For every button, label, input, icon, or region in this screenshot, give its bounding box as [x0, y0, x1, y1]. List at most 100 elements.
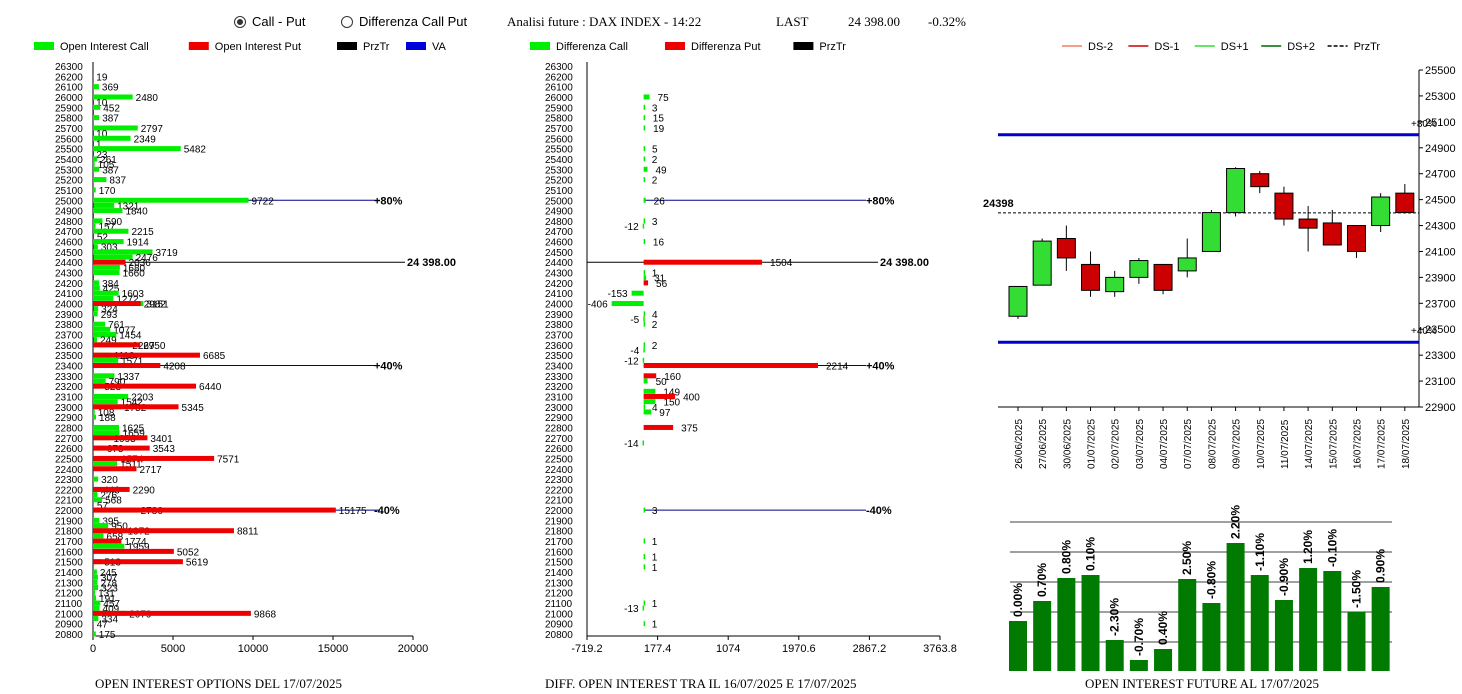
diff-call-value: 19	[653, 124, 665, 135]
future-oi-label: -0.80%	[1204, 561, 1218, 599]
oi-call-bar	[93, 295, 114, 301]
oi-x-tick-label: 15000	[318, 643, 349, 655]
future-y-tick-label: 23900	[1425, 272, 1456, 284]
oi-call-value: 1511	[120, 460, 142, 471]
oi-strike-label: 21500	[55, 558, 83, 569]
oi-call-value: 3719	[156, 248, 179, 259]
oi-call-value: 457	[103, 599, 120, 610]
future-oi-bar	[1057, 578, 1076, 671]
diff-strike-label: 20800	[545, 630, 573, 641]
future-legend-label: DS+2	[1287, 41, 1315, 53]
diff-put-value: 160	[664, 372, 681, 383]
diff-call-bar	[643, 156, 646, 162]
oi-strike-label: 24600	[55, 238, 83, 249]
diff-put-value: 375	[681, 423, 698, 434]
oi-strike-label: 20800	[55, 630, 83, 641]
diff-call-value: -14	[624, 439, 639, 450]
diff-strike-label: 23200	[545, 382, 573, 393]
oi-call-value: 1337	[117, 372, 140, 383]
radio-call-put[interactable]: Call - Put	[234, 14, 305, 29]
oi-strike-label: 24500	[55, 248, 83, 259]
oi-call-bar	[93, 285, 100, 291]
oi-put-value: 2717	[139, 465, 162, 476]
oi-put-bar	[93, 455, 215, 461]
oi-put-bar	[93, 233, 94, 239]
diff-strike-label: 26100	[545, 83, 573, 94]
oi-call-bar	[93, 228, 129, 234]
diff-strike-label: 21500	[545, 558, 573, 569]
oi-call-bar	[93, 115, 100, 121]
future-oi-bar	[1009, 621, 1027, 671]
oi-put-bar	[93, 610, 251, 616]
oi-put-value: 8811	[237, 527, 259, 538]
radio-differenza[interactable]: Differenza Call Put	[341, 14, 467, 29]
diff-strike-label: 20900	[545, 620, 573, 631]
oi-call-value: 790	[109, 377, 126, 388]
oi-ref-label: +80%	[374, 195, 403, 207]
oi-strike-label: 23700	[55, 331, 83, 342]
diff-call-bar	[643, 538, 646, 544]
oi-call-value: 276	[100, 491, 117, 502]
future-date-label: 07/07/2025	[1183, 419, 1194, 469]
future-date-label: 18/07/2025	[1401, 419, 1412, 469]
oi-call-bar	[93, 579, 98, 585]
oi-strike-label: 22500	[55, 454, 83, 465]
diff-strike-label: 25200	[545, 176, 573, 187]
oi-call-value: 52	[97, 232, 109, 243]
future-date-label: 09/07/2025	[1232, 419, 1243, 469]
oi-strike-label: 25700	[55, 124, 83, 135]
last-change: -0.32%	[928, 14, 966, 29]
candle-body	[1081, 263, 1101, 291]
future-legend-label: PrzTr	[1354, 41, 1381, 53]
legend-swatch	[34, 42, 54, 50]
legend-swatch	[406, 42, 426, 50]
oi-call-bar	[93, 574, 98, 580]
legend-swatch	[793, 42, 814, 50]
oi-put-bar	[93, 109, 94, 115]
diff-call-bar	[643, 564, 646, 570]
legend-label: Open Interest Put	[215, 41, 301, 53]
oi-strike-label: 21800	[55, 527, 83, 538]
oi-x-tick-label: 20000	[398, 643, 429, 655]
diff-call-bar	[643, 554, 646, 560]
future-oi-label: 2.20%	[1229, 505, 1243, 539]
oi-strike-label: 22000	[55, 506, 83, 517]
oi-call-bar	[93, 208, 123, 214]
diff-put-bar	[643, 393, 676, 399]
diff-call-bar	[643, 311, 646, 317]
oi-call-bar	[93, 249, 153, 255]
diff-strike-label: 23800	[545, 320, 573, 331]
oi-call-bar	[93, 135, 131, 141]
future-oi-bar	[1202, 603, 1221, 671]
future-oi-bar	[1154, 649, 1173, 671]
diff-strike-label: 21800	[545, 527, 573, 538]
oi-call-value: 568	[105, 496, 122, 507]
diff-strike-label: 25000	[545, 196, 573, 207]
oi-ref-label: -40%	[374, 505, 400, 517]
diff-strike-label: 24700	[545, 227, 573, 238]
oi-call-value: 950	[111, 522, 128, 533]
oi-put-bar	[93, 99, 94, 105]
oi-ref-label: +40%	[374, 360, 403, 372]
oi-call-bar	[93, 595, 97, 601]
future-y-tick-label: 24100	[1425, 246, 1456, 258]
oi-put-bar	[93, 244, 94, 250]
oi-call-bar	[93, 146, 181, 152]
diff-strike-label: 26000	[545, 93, 573, 104]
diff-strike-label: 22200	[545, 485, 573, 496]
oi-call-value: 303	[101, 243, 118, 254]
future-y-tick-label: 22900	[1425, 402, 1456, 414]
oi-strike-label: 24700	[55, 227, 83, 238]
oi-call-value: 837	[109, 176, 126, 187]
oi-call-value: 387	[102, 114, 119, 125]
candle-body	[1056, 238, 1076, 259]
legend-label: Differenza Call	[556, 41, 628, 53]
diff-strike-label: 25600	[545, 134, 573, 145]
oi-call-value: 5482	[184, 145, 207, 156]
diff-call-value: 1	[652, 269, 658, 280]
diff-call-value: -406	[588, 300, 608, 311]
legend-swatch	[665, 42, 685, 50]
oi-call-bar	[93, 84, 99, 90]
oi-call-bar	[93, 476, 99, 482]
